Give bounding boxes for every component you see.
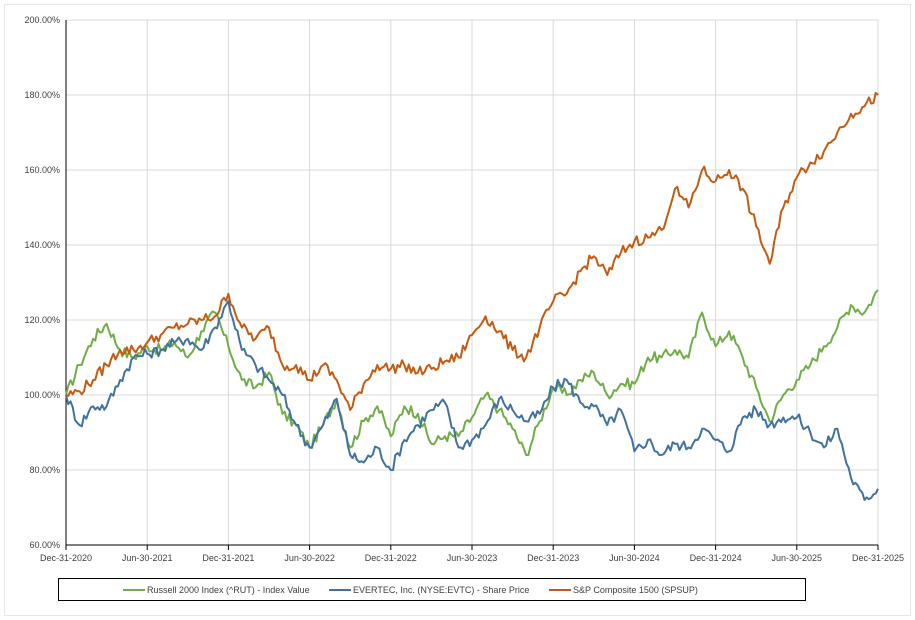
legend-swatch-sp1500 xyxy=(549,589,571,591)
y-tick-label: 180.00% xyxy=(24,90,60,100)
x-tick-label: Jun-30-2025 xyxy=(772,553,823,563)
x-tick-label: Jun-30-2022 xyxy=(284,553,335,563)
y-tick-label: 100.00% xyxy=(24,390,60,400)
y-tick-label: 140.00% xyxy=(24,240,60,250)
x-tick-label: Jun-30-2023 xyxy=(447,553,498,563)
y-tick-label: 80.00% xyxy=(29,465,60,475)
russell-2000-line xyxy=(65,289,879,456)
x-tick-label: Jun-30-2024 xyxy=(609,553,660,563)
legend-label-russell: Russell 2000 Index (^RUT) - Index Value xyxy=(147,585,310,595)
legend-label-evertec: EVERTEC, Inc. (NYSE:EVTC) - Share Price xyxy=(353,585,530,595)
x-tick-label: Dec-31-2020 xyxy=(40,553,92,563)
legend-swatch-evertec xyxy=(329,589,351,591)
y-tick-label: 160.00% xyxy=(24,165,60,175)
x-tick-label: Dec-31-2023 xyxy=(527,553,579,563)
x-tick-label: Dec-31-2021 xyxy=(202,553,254,563)
x-tick-label: Jun-30-2021 xyxy=(122,553,173,563)
sp1500-line xyxy=(65,91,879,411)
legend-item-evertec: EVERTEC, Inc. (NYSE:EVTC) - Share Price xyxy=(329,585,529,595)
x-tick-label: Dec-31-2022 xyxy=(365,553,417,563)
y-tick-label: 200.00% xyxy=(24,15,60,25)
legend-swatch-russell xyxy=(123,589,145,591)
chart-frame xyxy=(4,4,911,616)
legend-item-sp1500: S&P Composite 1500 (SPSUP) xyxy=(549,585,698,595)
y-tick-label: 120.00% xyxy=(24,315,60,325)
legend-label-sp1500: S&P Composite 1500 (SPSUP) xyxy=(573,585,698,595)
evertec-line xyxy=(65,300,879,501)
x-tick-label: Dec-31-2025 xyxy=(852,553,904,563)
x-tick-label: Dec-31-2024 xyxy=(690,553,742,563)
legend: Russell 2000 Index (^RUT) - Index Value … xyxy=(58,578,806,601)
legend-item-russell: Russell 2000 Index (^RUT) - Index Value xyxy=(123,585,310,595)
y-tick-label: 60.00% xyxy=(29,540,60,550)
